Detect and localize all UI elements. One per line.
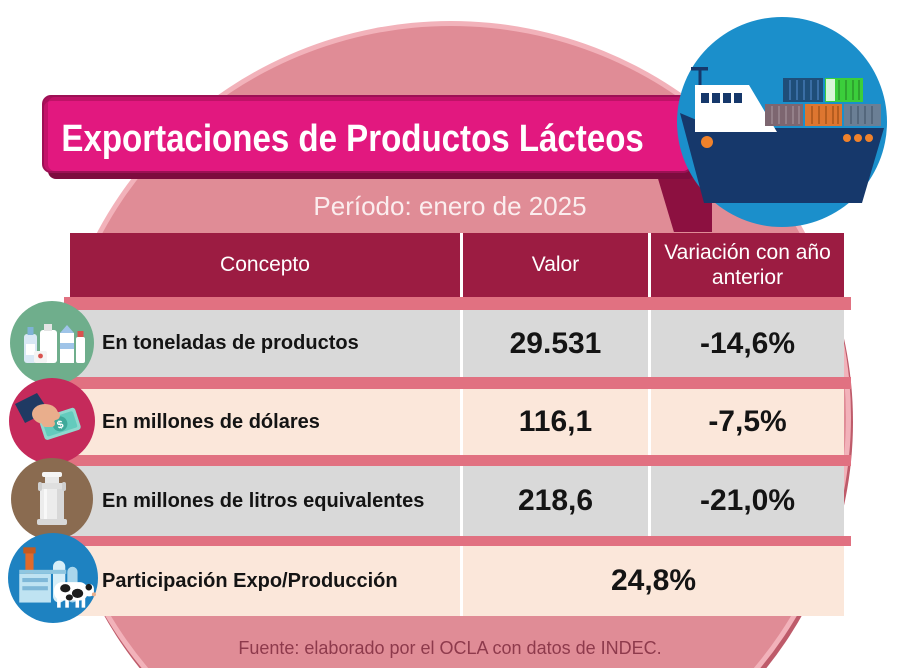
money-hand-icon: $ [9, 378, 95, 464]
period-label: Período: enero de 2025 [313, 191, 587, 221]
concept-label: Participación Expo/Producción [102, 569, 398, 592]
source-note: Fuente: elaborado por el OCLA con datos … [238, 638, 662, 658]
value-cell: 29.531 [460, 310, 648, 377]
concept-label: En millones de dólares [102, 410, 320, 433]
page-title: Exportaciones de Productos Lácteos [61, 118, 644, 160]
milk-can-icon [11, 458, 93, 540]
table-row-litros: En millones de litros equivalentes 218,6… [70, 466, 844, 536]
merged-value-cell: 24,8% [460, 546, 844, 616]
svg-text:$: $ [56, 419, 66, 432]
cargo-ship-icon [680, 67, 884, 203]
title-banner: Exportaciones de Productos Lácteos [42, 95, 692, 173]
value-cell: 218,6 [460, 466, 648, 536]
table-row-participacion: Participación Expo/Producción 24,8% [70, 546, 844, 616]
table-row-dolares: En millones de dólares 116,1 -7,5% [70, 389, 844, 455]
table-header-row: Concepto Valor Variación con año anterio… [70, 233, 844, 297]
row-separator [64, 297, 851, 310]
table-row-toneladas: En toneladas de productos 29.531 -14,6% [70, 310, 844, 377]
row-separator [64, 455, 851, 466]
value-cell: 116,1 [460, 389, 648, 455]
cargo-ship-badge [677, 17, 887, 227]
concept-label: En millones de litros equivalentes [102, 489, 425, 512]
factory-cow-icon [8, 533, 98, 623]
row-separator [64, 536, 851, 546]
variation-cell: -7,5% [648, 389, 844, 455]
row-separator [64, 377, 851, 389]
dairy-products-icon [10, 301, 94, 385]
header-concepto: Concepto [220, 253, 310, 277]
header-valor: Valor [460, 233, 648, 297]
variation-cell: -21,0% [648, 466, 844, 536]
header-variacion: Variación con año anterior [648, 233, 844, 297]
variation-cell: -14,6% [648, 310, 844, 377]
concept-label: En toneladas de productos [102, 332, 359, 354]
